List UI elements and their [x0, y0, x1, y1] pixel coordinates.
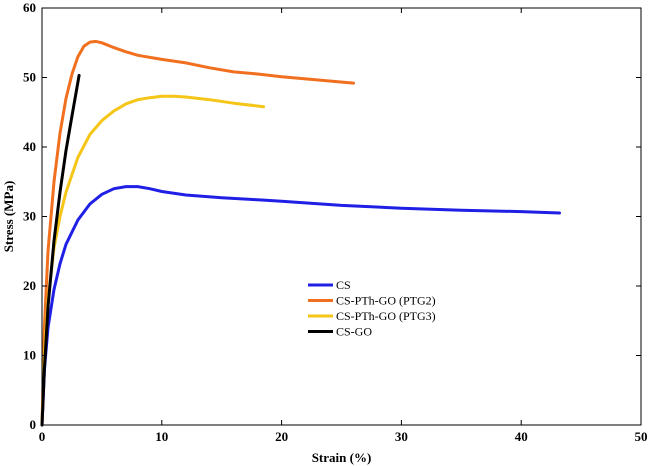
x-tick-label: 50: [635, 429, 648, 444]
y-tick-label: 20: [23, 278, 36, 293]
plot-frame: [41, 7, 642, 426]
x-tick-label: 10: [155, 429, 168, 444]
y-tick-label: 60: [23, 0, 36, 15]
legend-label: CS: [336, 278, 351, 292]
y-tick-label: 10: [23, 348, 36, 363]
legend-label: CS-PTh-GO (PTG2): [336, 294, 436, 308]
x-tick-label: 30: [395, 429, 408, 444]
x-tick-label: 20: [275, 429, 288, 444]
axis-ticks: 0 10 20 30 40 50 0 10 20 30 40 50 60: [23, 0, 648, 444]
x-tick-label: 0: [39, 429, 46, 444]
legend-label: CS-GO: [336, 325, 372, 339]
series-line-1: [40, 185, 561, 427]
legend: CS CS-PTh-GO (PTG2)CS-PTh-GO (PTG3) CS-GO: [308, 278, 436, 339]
y-axis-title: Stress (MPa): [1, 181, 16, 253]
y-tick-label: 50: [23, 70, 36, 85]
x-tick-label: 40: [515, 429, 528, 444]
y-tick-label: 30: [23, 209, 36, 224]
series-line-4: [40, 73, 81, 427]
series-line-2: [40, 39, 355, 427]
x-axis-title: Strain (%): [312, 450, 372, 465]
y-tick-label: 40: [23, 139, 36, 154]
plot-area: [40, 39, 561, 427]
series-line-3: [40, 94, 266, 427]
y-tick-label: 0: [30, 417, 37, 432]
legend-label: CS-PTh-GO (PTG3): [336, 309, 436, 323]
